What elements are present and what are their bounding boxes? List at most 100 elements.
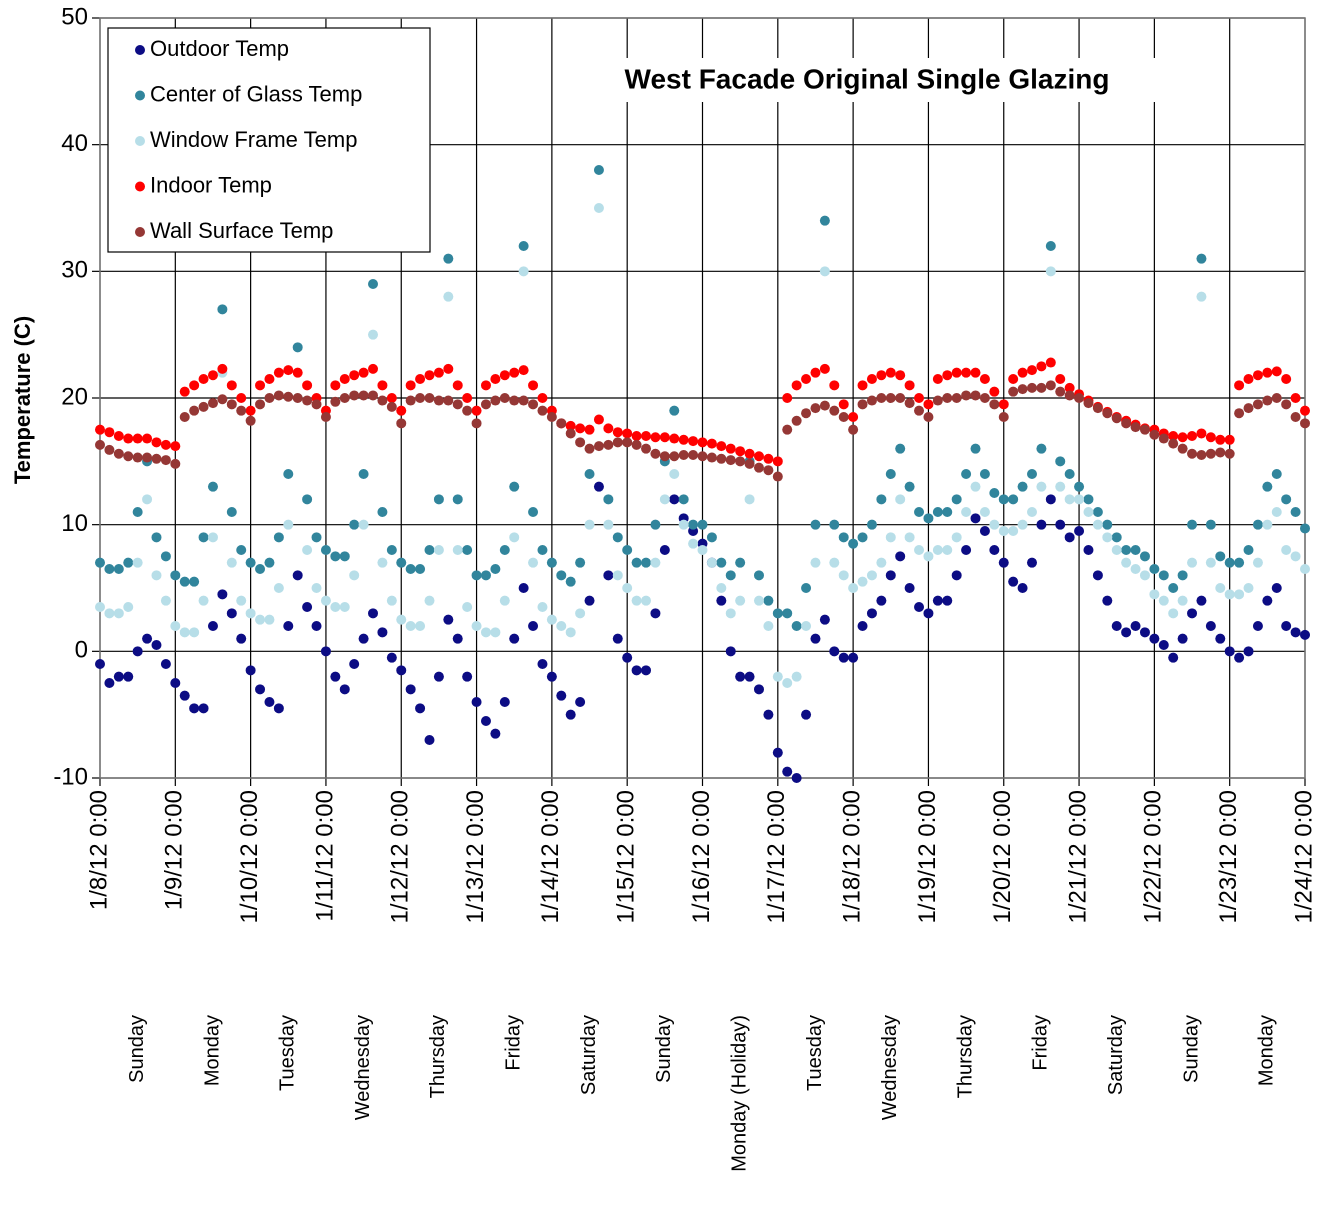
- data-point: [1055, 481, 1066, 492]
- data-point: [546, 671, 557, 682]
- data-point: [490, 374, 501, 384]
- data-point: [1055, 374, 1066, 384]
- data-point: [1252, 370, 1263, 381]
- data-point: [1271, 469, 1282, 479]
- data-point: [753, 595, 764, 606]
- data-point: [688, 519, 699, 530]
- data-point: [556, 690, 567, 701]
- data-point: [998, 526, 1009, 536]
- data-point: [1168, 438, 1179, 449]
- data-point: [584, 595, 595, 606]
- data-point: [631, 665, 642, 676]
- data-point: [791, 621, 802, 631]
- data-point: [264, 697, 275, 707]
- data-point: [1064, 382, 1075, 393]
- data-point: [753, 570, 764, 581]
- data-point: [170, 678, 181, 688]
- data-point: [678, 494, 689, 505]
- data-point: [716, 583, 727, 593]
- data-point: [311, 399, 322, 410]
- data-point: [123, 557, 134, 568]
- data-point: [1234, 557, 1245, 568]
- data-point: [1252, 621, 1263, 631]
- data-point: [349, 570, 360, 581]
- data-point: [885, 367, 896, 378]
- data-point: [857, 532, 868, 543]
- data-point: [1008, 576, 1019, 587]
- data-point: [735, 446, 746, 457]
- data-point: [1130, 545, 1141, 555]
- data-point: [593, 165, 604, 175]
- data-point: [179, 690, 190, 701]
- series: [95, 357, 1310, 467]
- data-point: [669, 494, 680, 505]
- data-point: [1064, 469, 1075, 479]
- data-point: [104, 564, 115, 574]
- data-point: [95, 602, 105, 612]
- data-point: [829, 519, 840, 530]
- data-point: [339, 684, 350, 695]
- data-point: [1290, 412, 1301, 422]
- data-point: [725, 570, 736, 581]
- data-point: [339, 393, 350, 403]
- data-point: [669, 451, 680, 462]
- data-point: [189, 405, 200, 416]
- data-point: [622, 652, 633, 663]
- day-label: Sunday: [1180, 1015, 1202, 1083]
- data-point: [264, 614, 275, 625]
- data-point: [904, 398, 915, 409]
- data-point: [518, 365, 529, 376]
- data-point: [170, 458, 181, 469]
- data-point: [179, 576, 190, 587]
- legend-marker: [135, 181, 145, 192]
- data-point: [951, 494, 962, 505]
- data-point: [1187, 557, 1198, 568]
- data-point: [509, 481, 520, 492]
- data-point: [810, 557, 821, 568]
- data-point: [659, 432, 670, 443]
- data-point: [791, 671, 802, 682]
- data-point: [499, 545, 510, 555]
- series: [95, 165, 1310, 631]
- data-point: [650, 519, 661, 530]
- data-point: [998, 412, 1009, 422]
- data-point: [819, 614, 830, 625]
- data-point: [151, 437, 162, 448]
- data-point: [433, 367, 444, 378]
- x-tick-label: 1/22/12 0:00: [1140, 790, 1167, 923]
- data-point: [866, 374, 877, 384]
- day-label: Wednesday: [879, 1015, 901, 1120]
- data-point: [942, 545, 953, 555]
- data-point: [650, 608, 661, 619]
- data-point: [415, 374, 426, 384]
- data-point: [189, 703, 200, 714]
- data-point: [462, 602, 473, 612]
- data-point: [480, 380, 491, 391]
- data-point: [565, 428, 576, 439]
- data-point: [801, 408, 812, 419]
- data-point: [95, 557, 105, 568]
- data-point: [659, 494, 670, 505]
- legend-marker: [135, 90, 145, 101]
- data-point: [1102, 408, 1113, 419]
- data-point: [641, 595, 652, 606]
- y-tick-label: -10: [53, 763, 88, 790]
- data-point: [848, 538, 859, 549]
- data-point: [1036, 361, 1047, 372]
- data-point: [1290, 393, 1301, 403]
- data-point: [518, 241, 529, 251]
- day-label: Friday: [503, 1015, 525, 1071]
- y-tick-label: 30: [61, 257, 88, 284]
- data-point: [838, 412, 849, 422]
- data-point: [923, 412, 934, 422]
- data-point: [791, 380, 802, 391]
- x-tick-label: 1/17/12 0:00: [763, 790, 790, 923]
- data-point: [772, 608, 783, 619]
- data-point: [688, 436, 699, 447]
- data-point: [546, 557, 557, 568]
- data-point: [528, 507, 539, 517]
- data-point: [1074, 393, 1085, 403]
- data-point: [424, 545, 435, 555]
- data-point: [255, 564, 266, 574]
- data-point: [1290, 507, 1301, 517]
